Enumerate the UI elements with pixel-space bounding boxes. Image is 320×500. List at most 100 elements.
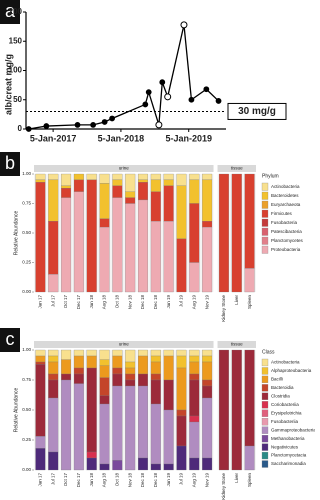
point [180, 21, 188, 29]
x-tick-label: Dec 18 [153, 473, 158, 488]
bar-segment [189, 349, 200, 357]
legend-label: Euryarchaeota [271, 202, 301, 207]
bar-segment [48, 397, 59, 453]
bar-segment [138, 199, 148, 293]
bar-segment [86, 349, 97, 357]
x-tick-label: Jan 17 [38, 295, 43, 309]
bar-segment [48, 451, 59, 471]
legend-swatch [261, 200, 269, 209]
y-tick-label: 0.75 [22, 201, 31, 206]
bar-segment [176, 367, 187, 411]
bar-segment [48, 379, 59, 399]
bar-segment [189, 173, 200, 181]
bar-segment [112, 185, 123, 198]
y-tick-label: 0.50 [22, 230, 31, 235]
bar-segment [150, 463, 161, 471]
bar-segment [61, 379, 72, 471]
y-tick-label: 0.50 [22, 407, 31, 412]
y-tick-label: 0.00 [22, 289, 31, 294]
facet-strip [34, 341, 214, 348]
bar-segment [125, 203, 136, 293]
y-tick-label: 1.00 [22, 347, 31, 352]
legend-label: Fusobacteriia [271, 419, 299, 424]
legend-swatch [261, 443, 269, 451]
panel-label: a [5, 1, 16, 21]
bar-segment [61, 197, 72, 293]
line [28, 24, 219, 130]
legend-label: Gammaproteobacteria [271, 427, 315, 432]
bar-segment [48, 361, 59, 375]
bar-segment [48, 221, 59, 275]
bar-segment [99, 349, 110, 360]
facet-strip [217, 165, 256, 172]
bar-segment [73, 355, 84, 369]
bar-segment [99, 463, 110, 471]
x-tick-label: Dec 17 [76, 295, 81, 310]
legend-swatch [261, 358, 269, 367]
bar-segment [202, 355, 213, 363]
bar-segment [112, 197, 123, 293]
bar-segment [112, 385, 123, 461]
bar-segment [125, 361, 136, 369]
bar-segment [125, 385, 136, 471]
bar-segment [125, 349, 136, 363]
bar-segment [202, 349, 213, 357]
panel-label: c [6, 329, 15, 349]
bar-segment [189, 262, 200, 293]
bar-segment [150, 191, 161, 222]
bar-segment [125, 373, 136, 381]
bar-segment [244, 349, 255, 447]
bar-segment [73, 191, 84, 293]
panel-label: b [5, 153, 15, 173]
x-tick-label: 5-Jan-2019 [165, 133, 212, 143]
legend-swatch [261, 236, 269, 245]
legend-label: Planctomycetacia [271, 453, 307, 458]
bar-segment [48, 179, 59, 222]
bar-segment [150, 173, 161, 181]
legend-label: Clostridia [271, 394, 290, 399]
panel-label-box [0, 0, 20, 24]
bar-segment [244, 445, 255, 471]
bar-segment [112, 355, 123, 369]
bar-segment [73, 383, 84, 471]
legend-label: Saccharimonadia [271, 461, 306, 466]
bar-segment [99, 377, 110, 396]
bar-segment [61, 188, 72, 198]
bar-segment [176, 238, 187, 293]
bar-segment [35, 355, 46, 363]
bar-segment [138, 179, 148, 183]
bar-segment [48, 274, 59, 293]
bar-segment [35, 349, 46, 357]
legend-label: Erysipelotrichia [271, 410, 302, 415]
legend-swatch [261, 392, 269, 400]
bar-segment [163, 179, 174, 186]
y-tick-label: 50 [13, 95, 22, 104]
bar-segment [112, 349, 123, 357]
bar-segment [150, 179, 161, 192]
x-tick-label: Nov 18 [127, 295, 132, 310]
bar-segment [163, 349, 174, 357]
bar-segment [86, 457, 97, 471]
y-axis-label: alb/creat mg/g [3, 54, 13, 115]
bar-segment [99, 395, 110, 405]
legend-swatch [261, 375, 269, 384]
legend-swatch [261, 209, 269, 218]
facet-panel [34, 350, 214, 470]
point [74, 122, 81, 128]
x-tick-label: Liver [234, 295, 239, 305]
bar-segment [73, 179, 84, 192]
bar-segment [138, 385, 148, 459]
bar-segment [99, 365, 110, 378]
bar-segment [61, 359, 72, 375]
x-tick-label: Oct 18 [115, 473, 120, 487]
bar-segment [202, 226, 213, 293]
x-tick-label: Oct 17 [63, 473, 68, 487]
y-axis-label: Relative Abundance [13, 388, 19, 433]
legend-label: Firmicutes [271, 211, 293, 216]
x-tick-label: Aug 19 [191, 473, 196, 488]
y-tick-label: 0.25 [22, 437, 31, 442]
bar-segment [35, 448, 46, 471]
threshold-label: 30 mg/g [238, 106, 276, 117]
bar-segment [202, 385, 213, 399]
bar-segment [189, 203, 200, 263]
